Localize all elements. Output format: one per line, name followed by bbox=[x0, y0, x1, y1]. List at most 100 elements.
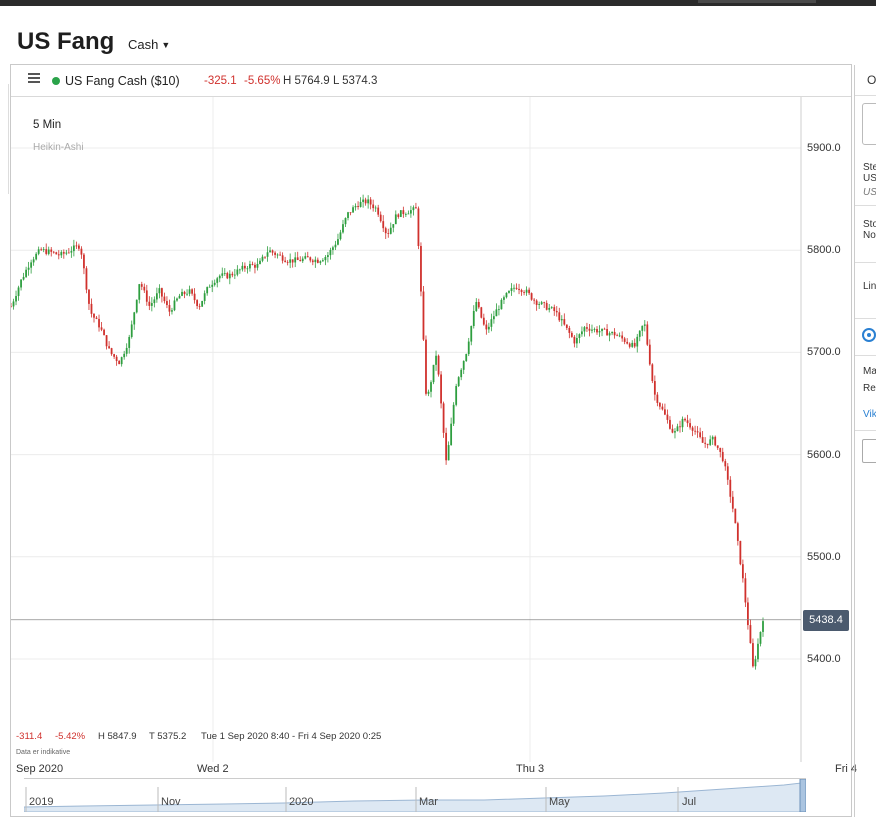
candle-body bbox=[530, 293, 533, 300]
candle-body bbox=[135, 299, 138, 313]
candle-body bbox=[563, 319, 566, 325]
candle-body bbox=[15, 296, 17, 302]
candle-body bbox=[150, 303, 153, 306]
candle-body bbox=[140, 284, 143, 287]
candle-body bbox=[95, 317, 98, 319]
candle-body bbox=[417, 208, 420, 247]
candle-body bbox=[238, 269, 241, 271]
candle-body bbox=[55, 252, 58, 255]
candle-body bbox=[45, 249, 48, 254]
candle-body bbox=[457, 377, 460, 387]
candle-body bbox=[560, 319, 563, 321]
x-tick-label: Fri 4 bbox=[835, 763, 857, 775]
candle-body bbox=[193, 293, 196, 301]
candle-body bbox=[311, 260, 314, 263]
candle-body bbox=[382, 221, 385, 229]
candle-body bbox=[337, 239, 339, 245]
navigator-label: Jul bbox=[682, 796, 697, 808]
candle-body bbox=[676, 426, 679, 432]
low-value: L 5374.3 bbox=[333, 75, 378, 87]
candle-body bbox=[281, 255, 284, 261]
candle-body bbox=[158, 288, 161, 294]
candle-body bbox=[304, 256, 307, 259]
candle-body bbox=[573, 336, 576, 344]
candle-body bbox=[115, 356, 118, 361]
candle-body bbox=[747, 602, 749, 626]
order-radio[interactable] bbox=[862, 328, 876, 342]
candle-body bbox=[608, 333, 611, 336]
order-button[interactable] bbox=[862, 439, 876, 463]
candle-body bbox=[533, 299, 536, 301]
candle-body bbox=[641, 325, 644, 331]
candle-body bbox=[427, 391, 430, 394]
candle-body bbox=[98, 318, 100, 328]
candle-body bbox=[171, 310, 173, 312]
candle-body bbox=[666, 414, 669, 420]
candle-body bbox=[72, 245, 75, 252]
divider bbox=[855, 262, 876, 263]
candle-body bbox=[221, 273, 224, 276]
candle-body bbox=[545, 302, 548, 310]
candle-body bbox=[669, 419, 671, 429]
range-navigator[interactable] bbox=[23, 778, 807, 813]
candle-body bbox=[726, 466, 729, 480]
menu-icon[interactable] bbox=[28, 73, 40, 83]
candle-body bbox=[334, 244, 337, 248]
interval-label[interactable]: 5 Min bbox=[33, 119, 62, 131]
order-text: US bbox=[863, 173, 876, 184]
candle-body bbox=[276, 254, 279, 256]
candle-body bbox=[450, 423, 453, 446]
candle-body bbox=[231, 273, 234, 276]
candle-body bbox=[228, 273, 231, 279]
candle-body bbox=[402, 210, 405, 215]
candle-body bbox=[596, 329, 598, 333]
candle-body bbox=[646, 324, 649, 345]
instrument-name[interactable]: US Fang Cash ($10) bbox=[65, 74, 180, 88]
candle-body bbox=[397, 214, 400, 217]
price-chart[interactable] bbox=[11, 97, 851, 765]
candle-body bbox=[309, 257, 312, 261]
browser-tab[interactable] bbox=[698, 0, 816, 3]
order-input[interactable] bbox=[862, 103, 876, 145]
candle-body bbox=[203, 293, 206, 301]
candle-body bbox=[251, 264, 254, 265]
candle-body bbox=[699, 432, 702, 438]
candle-body bbox=[447, 445, 450, 461]
candle-body bbox=[246, 268, 249, 270]
candle-body bbox=[513, 287, 515, 289]
candle-body bbox=[525, 289, 528, 293]
candle-body bbox=[543, 302, 546, 304]
candle-body bbox=[326, 255, 329, 258]
candle-body bbox=[482, 317, 485, 325]
candle-body bbox=[261, 256, 264, 261]
candle-body bbox=[223, 273, 226, 274]
order-link[interactable]: Vik bbox=[863, 409, 876, 420]
candle-body bbox=[558, 312, 561, 321]
candle-body bbox=[105, 335, 108, 347]
candle-body bbox=[352, 207, 354, 213]
candle-body bbox=[155, 293, 158, 300]
candle-body bbox=[296, 257, 299, 260]
navigator-handle[interactable] bbox=[799, 778, 807, 813]
y-tick-label: 5400.0 bbox=[807, 653, 841, 665]
candle-body bbox=[266, 252, 269, 257]
candle-body bbox=[455, 386, 458, 405]
period-low: T 5375.2 bbox=[149, 731, 187, 742]
candle-body bbox=[329, 249, 332, 256]
candle-body bbox=[161, 288, 163, 297]
candle-body bbox=[613, 331, 616, 336]
candle-body bbox=[243, 265, 246, 269]
order-tab[interactable]: O bbox=[867, 73, 876, 87]
candle-body bbox=[734, 508, 737, 524]
candle-body bbox=[485, 324, 488, 330]
candle-body bbox=[384, 228, 387, 234]
candle-body bbox=[616, 335, 619, 337]
variant-dropdown[interactable]: Cash ▼ bbox=[128, 37, 170, 52]
candle-body bbox=[178, 295, 181, 299]
candle-body bbox=[32, 259, 35, 263]
candle-body bbox=[759, 631, 762, 644]
candle-body bbox=[291, 259, 294, 263]
candle-body bbox=[754, 659, 757, 667]
candle-body bbox=[256, 263, 259, 268]
candle-body bbox=[163, 296, 166, 302]
